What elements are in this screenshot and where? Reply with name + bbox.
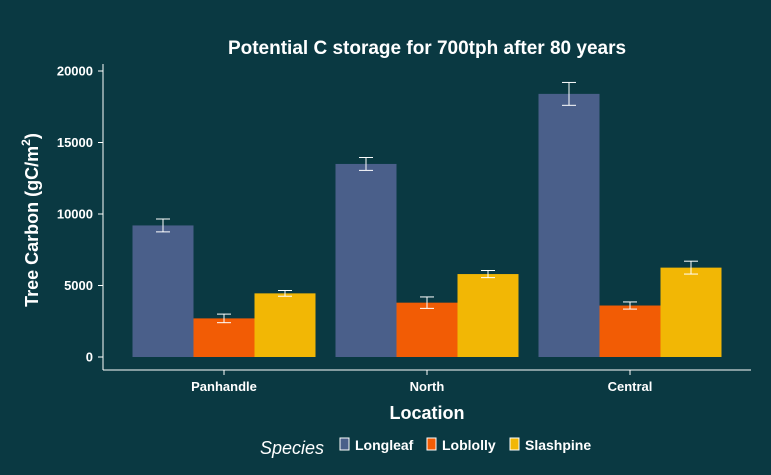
legend-item-slashpine: Slashpine: [509, 437, 591, 453]
error-bar-longleaf-central: [562, 81, 576, 106]
y-axis-title-end: ): [22, 133, 42, 139]
y-axis-title: Tree Carbon (gC/m2): [19, 133, 42, 307]
bar-slashpine-north: [457, 274, 519, 357]
error-bar-longleaf-panhandle: [156, 218, 170, 233]
x-axis-title: Location: [390, 403, 465, 423]
legend-swatch: [509, 437, 520, 451]
bar-longleaf-north: [335, 163, 397, 357]
y-axis-title-main: Tree Carbon (gC/m: [22, 146, 42, 307]
legend-item-longleaf: Longleaf: [339, 437, 414, 453]
legend-label: Loblolly: [442, 437, 496, 453]
bar-slashpine-panhandle: [254, 293, 316, 357]
bar-longleaf-panhandle: [132, 225, 194, 357]
y-axis-ticks: 0 5000 10000 15000 20000: [57, 64, 103, 365]
error-bar-slashpine-north: [481, 269, 495, 279]
legend-title: Species: [260, 438, 324, 458]
y-tick-label: 10000: [57, 207, 93, 222]
x-axis-ticks: Panhandle North Central: [191, 370, 652, 394]
error-bar-loblolly-panhandle: [217, 313, 231, 324]
bar-loblolly-panhandle: [193, 318, 255, 357]
error-bar-loblolly-north: [420, 296, 434, 309]
legend: Species Longleaf Loblolly Slashpine: [260, 437, 591, 458]
y-tick-label: 5000: [64, 278, 93, 293]
y-axis-title-superscript: 2: [19, 139, 33, 146]
legend-swatch: [339, 437, 350, 451]
legend-item-loblolly: Loblolly: [426, 437, 496, 453]
chart-title: Potential C storage for 700tph after 80 …: [228, 38, 626, 59]
error-bar-loblolly-central: [623, 301, 637, 310]
error-bar-slashpine-central: [684, 260, 698, 275]
y-tick-label: 0: [86, 350, 93, 365]
y-tick-label: 15000: [57, 135, 93, 150]
bar-slashpine-central: [660, 267, 722, 357]
error-bar-slashpine-panhandle: [278, 290, 292, 297]
x-tick-label: Central: [608, 379, 653, 394]
legend-label: Slashpine: [525, 437, 591, 453]
bar-longleaf-central: [538, 93, 600, 357]
x-tick-label: Panhandle: [191, 379, 257, 394]
plot-area: [132, 81, 722, 357]
legend-label: Longleaf: [355, 437, 414, 453]
bar-loblolly-north: [396, 302, 458, 357]
legend-swatch: [426, 437, 437, 451]
y-tick-label: 20000: [57, 64, 93, 79]
error-bar-longleaf-north: [359, 157, 373, 171]
bar-loblolly-central: [599, 305, 661, 357]
x-tick-label: North: [410, 379, 445, 394]
